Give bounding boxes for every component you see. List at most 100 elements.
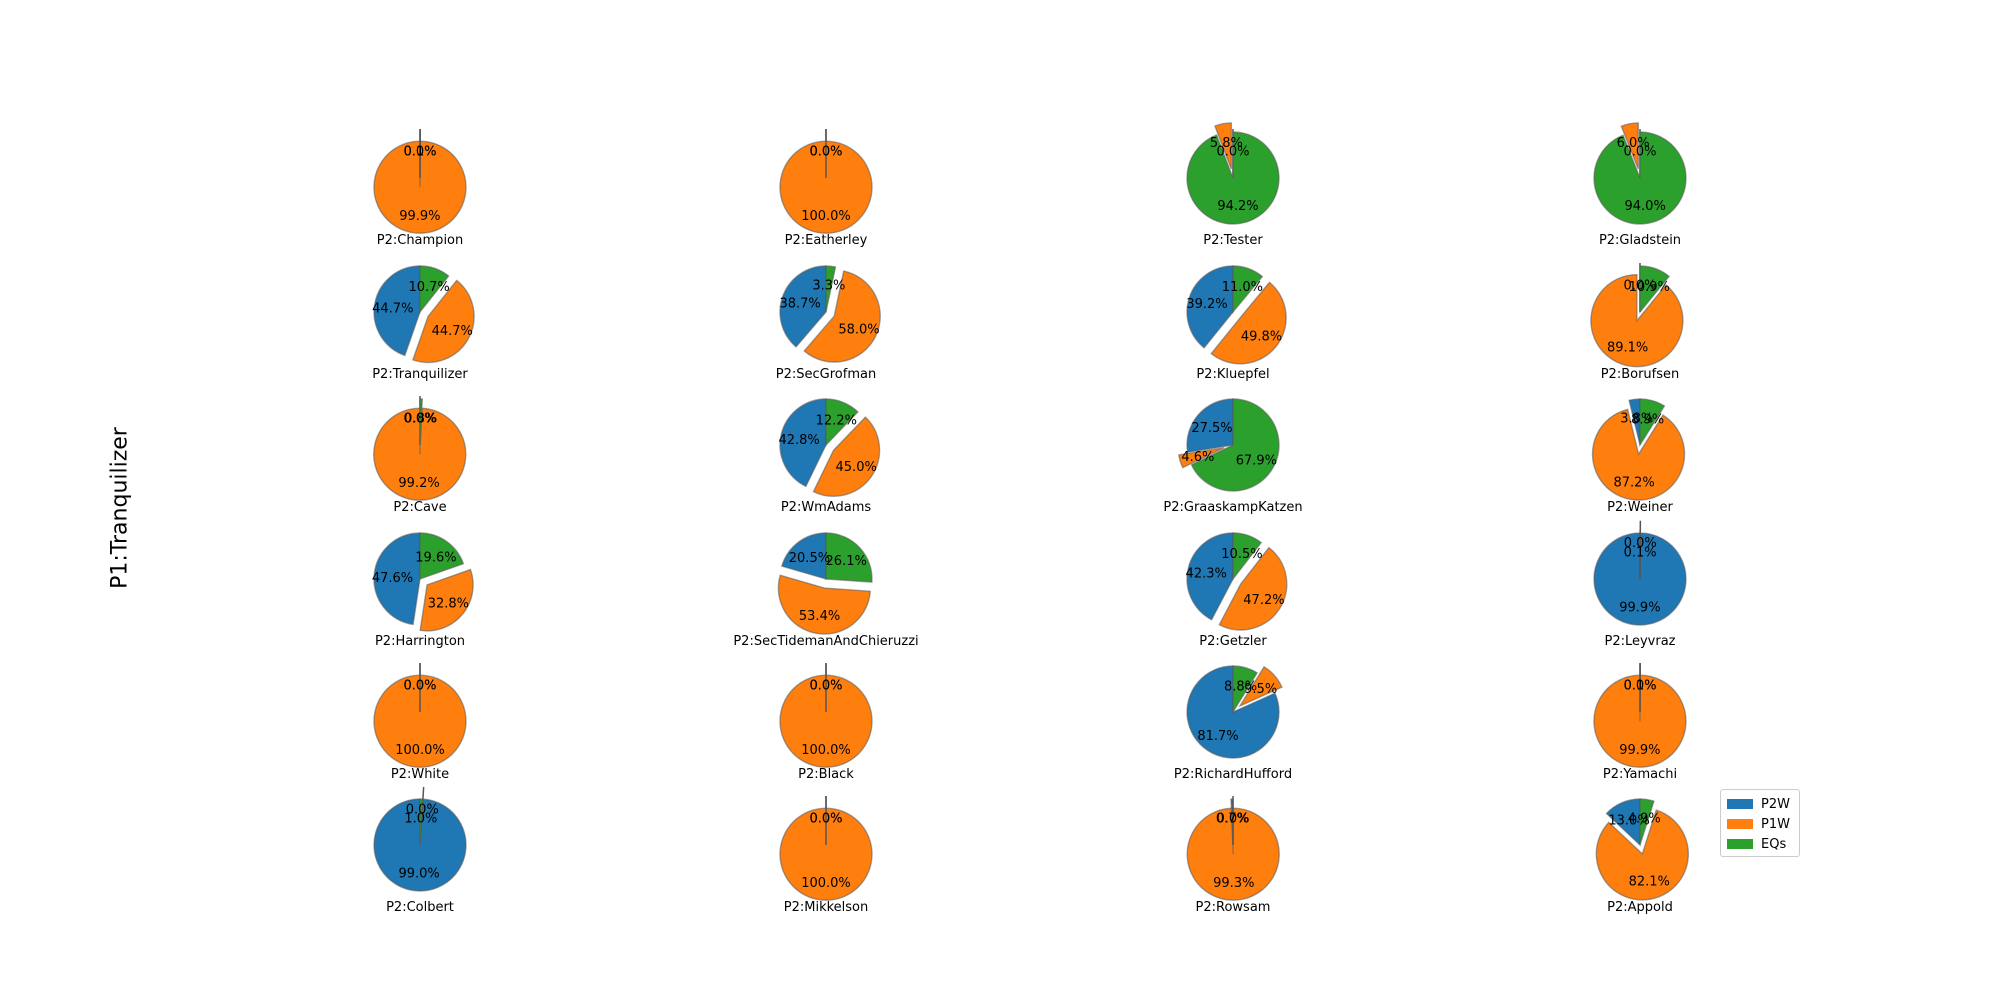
pct-label-eqs: 8.9% [1631,412,1664,427]
pct-label-p2w: 44.7% [372,301,413,316]
pct-label-eqs: 0.0% [809,811,842,826]
pct-label-p1w: 4.6% [1181,450,1214,465]
pct-label-eqs: 0.1% [1624,678,1657,693]
pie-title: P2:Rowsam [1196,900,1271,915]
pie-title: P2:Appold [1607,900,1673,915]
pie-title: P2:SecTidemanAndChieruzzi [733,634,918,649]
pie-borufsen: 0.0%89.1%10.9%P2:Borufsen [1591,263,1683,382]
legend-item-p2w: P2W [1727,794,1793,814]
pie-richardhufford: 81.7%9.5%8.8%P2:RichardHufford [1174,666,1292,782]
wedge-p1w [778,575,870,634]
pct-label-p1w: 47.2% [1243,593,1284,608]
pct-label-p1w: 32.8% [428,596,469,611]
pie-title: P2:Black [798,767,854,782]
pie-weiner: 3.8%87.2%8.9%P2:Weiner [1593,399,1685,515]
pct-label-eqs: 0.8% [404,411,437,426]
pct-label-p1w: 53.4% [799,609,840,624]
pct-label-eqs: 11.0% [1222,280,1263,295]
pct-label-eqs: 0.0% [403,678,436,693]
pct-label-p2w: 20.5% [789,551,830,566]
pct-label-eqs: 0.0% [1216,811,1249,826]
pct-label-p2w: 42.3% [1186,566,1227,581]
pct-label-p1w: 49.8% [1241,329,1282,344]
pie-title: P2:Tranquilizer [372,367,468,382]
pie-title: P2:GraaskampKatzen [1163,500,1302,515]
pie-title: P2:Yamachi [1603,767,1677,782]
pie-title: P2:Champion [377,233,464,248]
pie-wmadams: 42.8%45.0%12.2%P2:WmAdams [778,399,879,515]
pie-title: P2:RichardHufford [1174,767,1292,782]
pie-title: P2:Weiner [1607,500,1673,515]
pie-eatherley: 0.0%100.0%0.0%P2:Eatherley [780,129,872,248]
pct-label-p1w: 89.1% [1607,341,1648,356]
legend: P2W P1W EQs [1720,789,1800,857]
pct-label-p1w: 5.8% [1210,136,1243,151]
pct-label-eqs: 94.0% [1625,199,1666,214]
pie-gladstein: 0.0%6.0%94.0%P2:Gladstein [1594,123,1686,248]
pct-label-p1w: 100.0% [395,743,445,758]
pie-sectidemanandchieruzzi: 20.5%53.4%26.1%P2:SecTidemanAndChieruzzi [733,533,918,649]
pct-label-eqs: 10.9% [1629,280,1670,295]
pie-graaskampkatzen: 27.5% 4.6% 67.9% P2:GraaskampKatzen [1163,399,1302,515]
pie-appold: 13.0%82.1%4.9%P2:Appold [1596,799,1688,915]
pct-label-p1w: 99.9% [399,209,440,224]
pie-yamachi: 0.0%99.9%0.1%P2:Yamachi [1594,663,1686,782]
pct-label-eqs: 19.6% [415,550,456,565]
pie-title: P2:Tester [1203,233,1263,248]
pct-label-eqs: 0.1% [1624,545,1657,560]
pct-label-p2w: 99.9% [1619,601,1660,616]
pie-title: P2:Getzler [1199,634,1267,649]
pct-label-p2w: 27.5% [1191,421,1232,436]
legend-swatch-p1w [1727,819,1753,829]
pct-label-eqs: 0.0% [809,144,842,159]
pct-label-p1w: 44.7% [432,324,473,339]
pie-tester: 0.0%5.8%94.2%P2:Tester [1187,123,1279,248]
pie-leyvraz: 99.9%0.0%0.1%P2:Leyvraz [1594,521,1686,649]
pie-title: P2:SecGrofman [776,367,876,382]
pct-label-p2w: 39.2% [1186,297,1227,312]
pie-harrington: 47.6%32.8%19.6%P2:Harrington [372,533,473,649]
legend-label-eqs: EQs [1761,837,1786,852]
pct-label-p1w: 99.3% [1213,876,1254,891]
pct-label-eqs: 0.1% [404,144,437,159]
pct-label-p2w: 81.7% [1197,729,1238,744]
pct-label-p1w: 99.9% [1619,743,1660,758]
pct-label-p2w: 42.8% [778,433,819,448]
pie-secgrofman: 38.7%58.0%3.3%P2:SecGrofman [776,266,880,382]
pct-label-p1w: 100.0% [801,743,851,758]
pct-label-p2w: 38.7% [779,296,820,311]
pct-label-p1w: 100.0% [801,876,851,891]
pct-label-p1w: 82.1% [1629,875,1670,890]
pie-kluepfel: 39.2%49.8%11.0%P2:Kluepfel [1186,266,1286,382]
pct-label-p1w: 100.0% [801,209,851,224]
pie-title: P2:Gladstein [1599,233,1681,248]
legend-label-p1w: P1W [1761,817,1790,832]
pie-tranquilizer: 44.7%44.7%10.7%P2:Tranquilizer [372,266,474,382]
pie-getzler: 42.3%47.2%10.5%P2:Getzler [1186,533,1287,649]
pie-title: P2:White [391,767,449,782]
pct-label-eqs: 67.9% [1236,454,1277,469]
legend-swatch-p2w [1727,799,1753,809]
pie-champion: 0.0%99.9%0.1%P2:Champion [374,129,466,248]
pie-black: 0.0%100.0%0.0%P2:Black [780,663,872,782]
pie-rowsam: 0.7%99.3%0.0%P2:Rowsam [1187,796,1279,915]
pie-title: P2:WmAdams [781,500,872,515]
pct-label-p2w: 99.0% [398,867,439,882]
pie-title: P2:Borufsen [1601,367,1680,382]
pct-label-eqs: 94.2% [1217,199,1258,214]
pct-label-p1w: 99.2% [398,476,439,491]
pie-title: P2:Eatherley [785,233,868,248]
pie-title: P2:Colbert [386,900,454,915]
pie-title: P2:Cave [393,500,446,515]
pie-cave: 0.0%99.2%0.8%P2:Cave [374,396,466,515]
pct-label-p1w: 87.2% [1613,475,1654,490]
pie-title: P2:Mikkelson [784,900,869,915]
pct-label-eqs: 3.3% [812,279,845,294]
pct-label-eqs: 0.0% [809,678,842,693]
pct-label-eqs: 12.2% [816,413,857,428]
pie-title: P2:Leyvraz [1604,634,1675,649]
pie-mikkelson: 0.0%100.0%0.0%P2:Mikkelson [780,796,872,915]
legend-label-p2w: P2W [1761,797,1790,812]
pct-label-eqs: 1.0% [404,811,437,826]
